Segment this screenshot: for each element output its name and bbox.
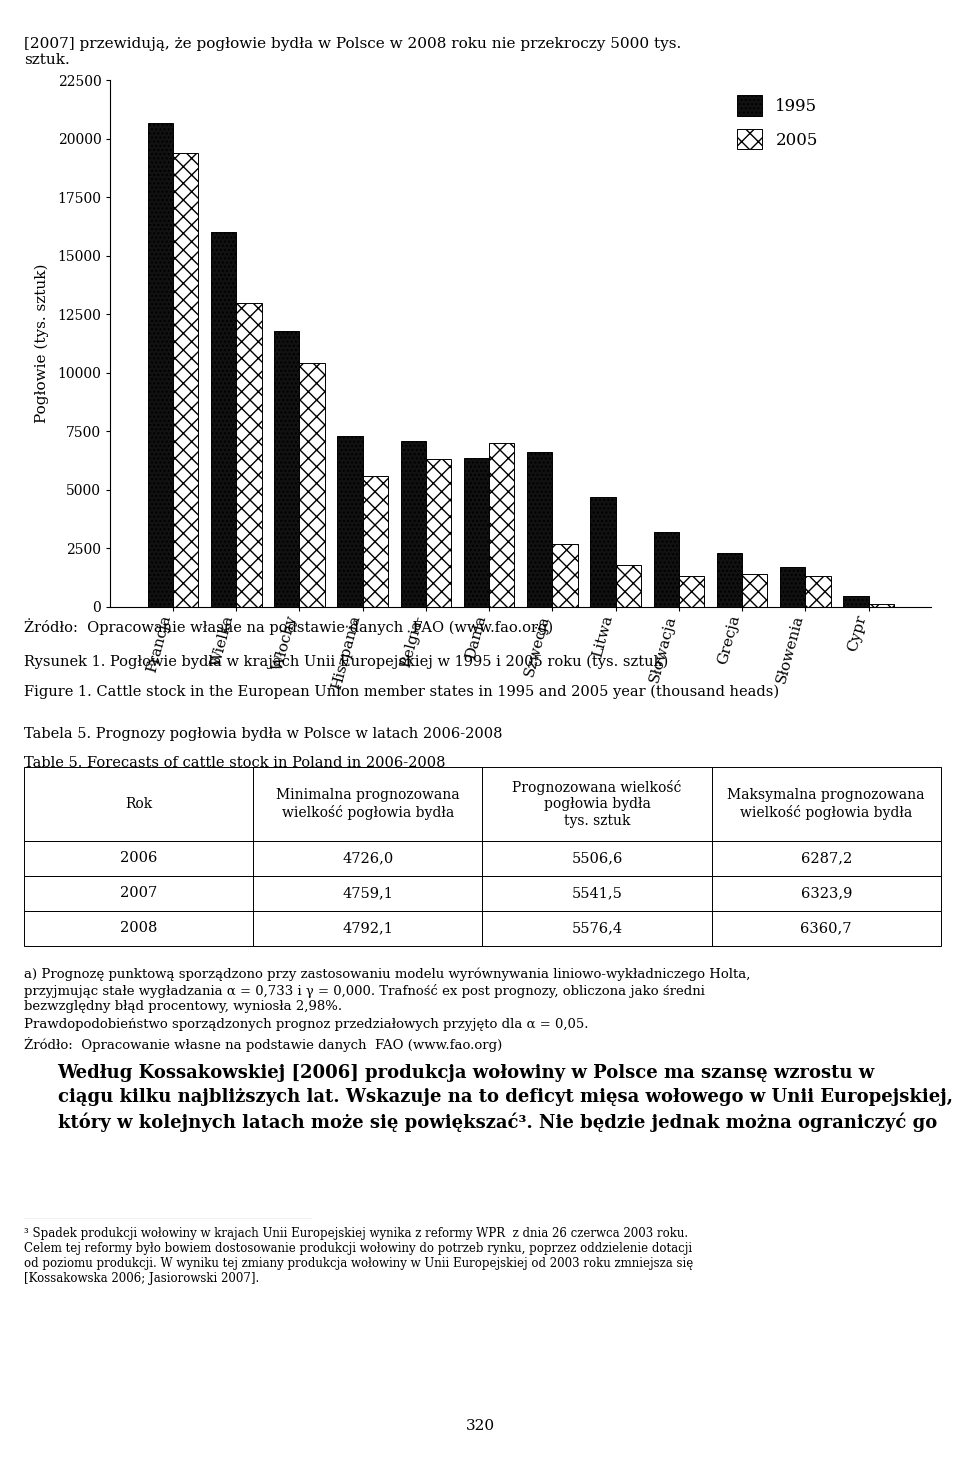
Bar bbox=[363, 475, 388, 607]
Text: Prawdopodobieństwo sporządzonych prognoz przedziałowych przyjęto dla α = 0,05.: Prawdopodobieństwo sporządzonych prognoz… bbox=[24, 1018, 588, 1031]
Text: Według Kossakowskiej [2006] produkcja wołowiny w Polsce ma szansę wzrostu w
ciąg: Według Kossakowskiej [2006] produkcja wo… bbox=[58, 1064, 952, 1132]
Text: Rysunek 1. Pogłowie bydła w krajach Unii Europejskiej w 1995 i 2005 roku (tys. s: Rysunek 1. Pogłowie bydła w krajach Unii… bbox=[24, 655, 668, 670]
Text: ³ Spadek produkcji wołowiny w krajach Unii Europejskiej wynika z reformy WPR  z : ³ Spadek produkcji wołowiny w krajach Un… bbox=[24, 1227, 693, 1285]
Bar bbox=[464, 458, 490, 607]
Legend: 1995, 2005: 1995, 2005 bbox=[731, 89, 825, 156]
Y-axis label: Pogłowie (tys. sztuk): Pogłowie (tys. sztuk) bbox=[35, 263, 49, 424]
Bar bbox=[527, 452, 552, 607]
Text: 320: 320 bbox=[466, 1418, 494, 1433]
Bar bbox=[654, 532, 679, 607]
Bar bbox=[615, 564, 641, 607]
Bar bbox=[742, 575, 767, 607]
Bar bbox=[590, 497, 615, 607]
Bar bbox=[337, 436, 363, 607]
Text: Figure 1. Cattle stock in the European Union member states in 1995 and 2005 year: Figure 1. Cattle stock in the European U… bbox=[24, 684, 780, 699]
Bar bbox=[300, 364, 324, 607]
Text: Żródło:  Opracowanie własne na podstawie danych  FAO (www.fao.org): Żródło: Opracowanie własne na podstawie … bbox=[24, 1037, 502, 1051]
Bar bbox=[552, 544, 578, 607]
Text: Tabela 5. Prognozy pogłowia bydła w Polsce w latach 2006-2008: Tabela 5. Prognozy pogłowia bydła w Pols… bbox=[24, 727, 502, 741]
Bar bbox=[869, 604, 894, 607]
Bar bbox=[717, 553, 742, 607]
Bar bbox=[236, 303, 261, 607]
Bar bbox=[211, 232, 236, 607]
Bar bbox=[400, 440, 426, 607]
Bar bbox=[173, 154, 199, 607]
Bar bbox=[780, 567, 805, 607]
Bar bbox=[275, 330, 300, 607]
Bar bbox=[426, 459, 451, 607]
Bar bbox=[805, 576, 830, 607]
Text: a) Prognozę punktową sporządzono przy zastosowaniu modelu wyrównywania liniowo-w: a) Prognozę punktową sporządzono przy za… bbox=[24, 968, 751, 1013]
Bar bbox=[679, 576, 705, 607]
Text: Table 5. Forecasts of cattle stock in Poland in 2006-2008: Table 5. Forecasts of cattle stock in Po… bbox=[24, 756, 445, 770]
Text: [2007] przewidują, że pogłowie bydła w Polsce w 2008 roku nie przekroczy 5000 ty: [2007] przewidują, że pogłowie bydła w P… bbox=[24, 37, 682, 67]
Bar bbox=[843, 596, 869, 607]
Bar bbox=[490, 443, 515, 607]
Bar bbox=[148, 123, 173, 607]
Text: Żródło:  Opracowanie własne na podstawie danych  FAO (www.fao.org): Żródło: Opracowanie własne na podstawie … bbox=[24, 618, 553, 636]
